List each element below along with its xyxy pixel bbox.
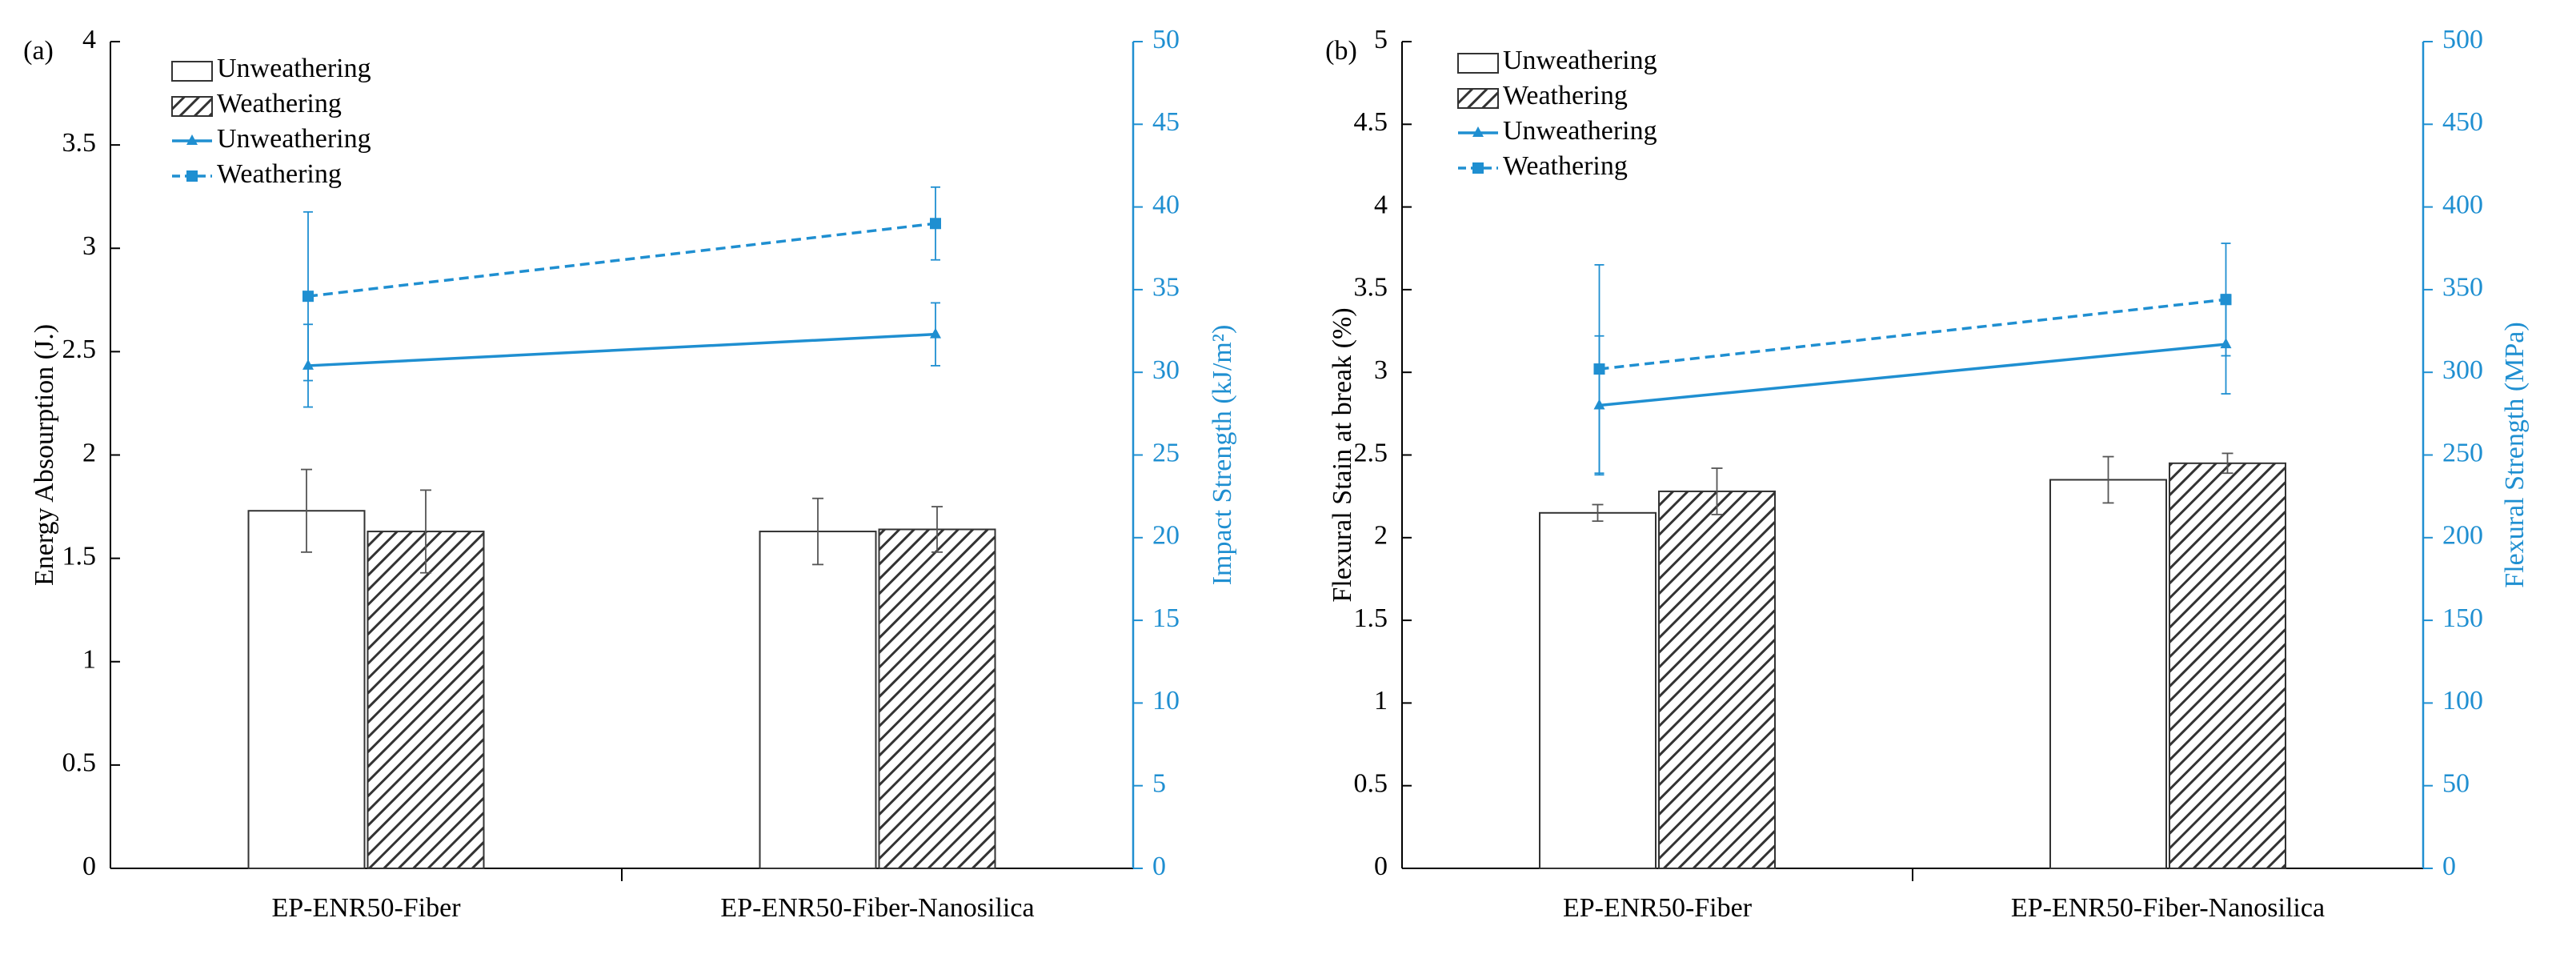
right-y-tick-label: 50 (1152, 25, 1180, 54)
right-y-tick-label: 5 (1152, 768, 1166, 798)
left-y-tick-label: 1 (1374, 686, 1388, 716)
right-y-tick-label: 350 (2442, 273, 2483, 303)
legend-swatch-weathering-bar (171, 96, 213, 117)
category-label: EP-ENR50-Fiber (271, 893, 461, 923)
left-y-tick-label: 5 (1374, 25, 1388, 54)
legend-label: Unweathering (1503, 116, 1657, 146)
left-y-axis-label: Energy Absourption (J.) (30, 324, 59, 586)
bar-unweathering (2049, 479, 2167, 869)
right-y-tick-label: 100 (2442, 686, 2483, 716)
right-y-axis-label: Impact Strength (kJ/m²) (1208, 325, 1237, 586)
left-y-tick-label: 3 (82, 231, 96, 261)
right-y-tick-label: 200 (2442, 521, 2483, 551)
legend-label: Unweathering (1503, 46, 1657, 75)
right-y-tick-label: 50 (2442, 768, 2470, 798)
bar-weathering (2169, 462, 2286, 870)
right-y-tick-label: 250 (2442, 438, 2483, 467)
bar-weathering (367, 531, 485, 869)
legend-swatch-weathering-bar (1457, 88, 1499, 109)
legend-swatch-unweathering-bar (171, 61, 213, 82)
right-y-tick-label: 30 (1152, 355, 1180, 385)
bar-unweathering (247, 510, 366, 869)
left-y-tick-label: 2.5 (62, 335, 97, 364)
right-y-tick-label: 0 (2442, 852, 2456, 881)
panel-label: (b) (1325, 36, 1357, 66)
right-y-axis-label: Flexural Strength (MPa) (2500, 322, 2530, 587)
bar-weathering (1658, 490, 1776, 870)
line-weathering-marker (302, 291, 314, 303)
legend-swatch-marker (186, 134, 198, 145)
right-y-tick-label: 40 (1152, 190, 1180, 219)
right-y-tick-label: 0 (1152, 852, 1166, 881)
left-y-tick-label: 0 (82, 852, 96, 881)
left-y-tick-label: 2.5 (1354, 438, 1388, 467)
left-y-tick-label: 2 (82, 438, 96, 467)
legend-label: Unweathering (217, 54, 371, 83)
left-y-tick-label: 2 (1374, 521, 1388, 551)
line-weathering-marker (930, 218, 941, 230)
bar-unweathering (1539, 511, 1657, 869)
left-y-tick-label: 4 (1374, 190, 1388, 219)
panel-label: (a) (23, 36, 54, 66)
right-y-tick-label: 20 (1152, 521, 1180, 551)
left-y-tick-label: 0.5 (1354, 768, 1388, 798)
legend-swatch-unweathering-bar (1457, 53, 1499, 74)
right-y-tick-label: 500 (2442, 25, 2483, 54)
left-y-tick-label: 4.5 (1354, 107, 1388, 137)
right-y-tick-label: 25 (1152, 438, 1180, 467)
line-weathering (307, 222, 936, 298)
bar-unweathering (759, 531, 877, 869)
legend-label: Weathering (217, 89, 342, 118)
line-weathering (1599, 298, 2226, 371)
left-y-tick-label: 3 (1374, 355, 1388, 385)
right-y-tick-label: 10 (1152, 686, 1180, 716)
legend-label: Weathering (1503, 151, 1628, 181)
left-y-tick-label: 4 (82, 25, 96, 54)
right-y-tick-label: 45 (1152, 107, 1180, 137)
left-y-tick-label: 3.5 (1354, 273, 1388, 303)
right-y-tick-label: 35 (1152, 273, 1180, 303)
line-weathering-marker (2220, 294, 2232, 306)
legend-swatch-marker (1472, 126, 1484, 137)
left-y-tick-label: 0 (1374, 852, 1388, 881)
left-y-tick-label: 1 (82, 645, 96, 675)
line-unweathering (307, 332, 936, 367)
legend-swatch-marker (186, 170, 198, 182)
bar-weathering (878, 528, 996, 869)
right-y-tick-label: 150 (2442, 603, 2483, 633)
right-y-tick-label: 400 (2442, 190, 2483, 219)
left-y-axis-label: Flexural Stain at break (%) (1328, 307, 1357, 602)
legend-swatch-marker (1472, 162, 1484, 174)
right-y-tick-label: 15 (1152, 603, 1180, 633)
line-unweathering (1599, 343, 2226, 407)
legend-label: Unweathering (217, 124, 371, 154)
right-y-tick-label: 450 (2442, 107, 2483, 137)
left-y-tick-label: 1.5 (1354, 603, 1388, 633)
left-y-tick-label: 1.5 (62, 541, 97, 571)
legend-label: Weathering (217, 159, 342, 189)
right-y-tick-label: 300 (2442, 355, 2483, 385)
left-y-tick-label: 0.5 (62, 748, 97, 778)
line-weathering-marker (1593, 363, 1605, 375)
category-label: EP-ENR50-Fiber-Nanosilica (720, 893, 1034, 923)
left-y-tick-label: 3.5 (62, 128, 97, 158)
category-label: EP-ENR50-Fiber-Nanosilica (2011, 893, 2325, 923)
category-label: EP-ENR50-Fiber (1563, 893, 1753, 923)
legend-label: Weathering (1503, 81, 1628, 110)
line-unweathering-marker (930, 327, 941, 339)
